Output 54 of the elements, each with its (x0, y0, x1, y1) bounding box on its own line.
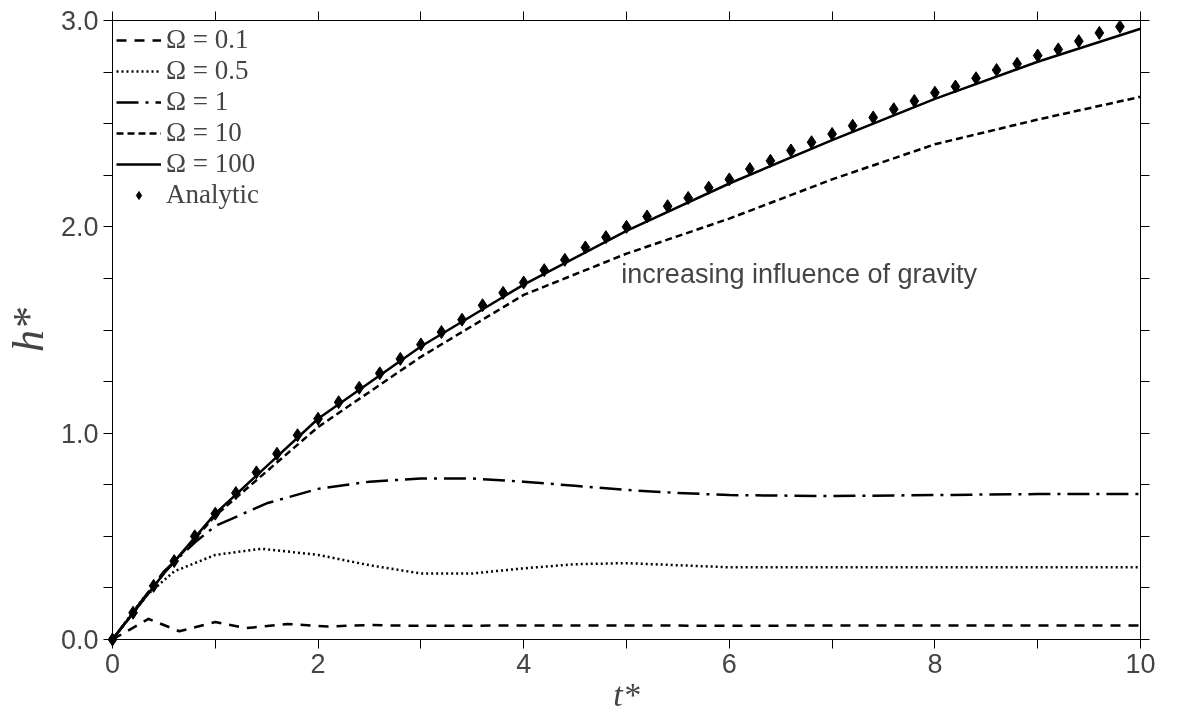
y-tick-label: 0.0 (60, 625, 99, 655)
point (107, 632, 118, 647)
point (374, 366, 385, 381)
point (251, 465, 262, 480)
point (539, 263, 550, 278)
point (189, 529, 200, 544)
point (1032, 48, 1043, 63)
point (1053, 42, 1064, 57)
x-tick-label: 8 (927, 648, 943, 679)
point (436, 325, 447, 340)
point (559, 252, 570, 267)
point (580, 240, 591, 255)
legend-label: Ω = 0.5 (166, 55, 249, 86)
point (888, 102, 899, 117)
x-tick-label: 4 (516, 648, 532, 679)
x-tick-label: 6 (721, 648, 737, 679)
point (724, 172, 735, 187)
point (950, 79, 961, 94)
point (909, 93, 920, 108)
point (231, 486, 241, 500)
x-axis-title: t* (613, 675, 640, 713)
x-tick-label: 10 (1125, 648, 1156, 679)
y-tick-label: 1.0 (60, 418, 99, 449)
point (662, 199, 673, 214)
point (477, 298, 488, 313)
point (169, 554, 180, 569)
point (1073, 34, 1084, 49)
y-tick-label: 3.0 (60, 6, 99, 36)
legend-label: Ω = 0.1 (166, 24, 249, 55)
point (621, 219, 632, 234)
x-tick-label: 0 (104, 648, 121, 679)
point (395, 351, 406, 366)
annotation: increasing influence of gravity (621, 258, 978, 289)
point (765, 153, 776, 168)
y-tick-label: 2.0 (60, 212, 99, 243)
legend-label: Analytic (166, 179, 259, 210)
point (991, 63, 1002, 78)
point (806, 135, 817, 150)
point (847, 118, 858, 133)
point (354, 380, 365, 395)
point (868, 110, 879, 125)
point (518, 275, 529, 290)
point (683, 190, 694, 205)
point (148, 578, 159, 593)
legend-label: Ω = 100 (166, 148, 256, 179)
legend-label: Ω = 1 (166, 86, 229, 117)
x-tick-label: 2 (310, 648, 326, 679)
point (292, 428, 303, 443)
y-axis-title: h* (3, 308, 53, 352)
legend-label: Ω = 10 (166, 117, 242, 148)
point (333, 395, 344, 410)
point (210, 506, 221, 521)
point (703, 180, 714, 195)
point (1094, 25, 1105, 40)
